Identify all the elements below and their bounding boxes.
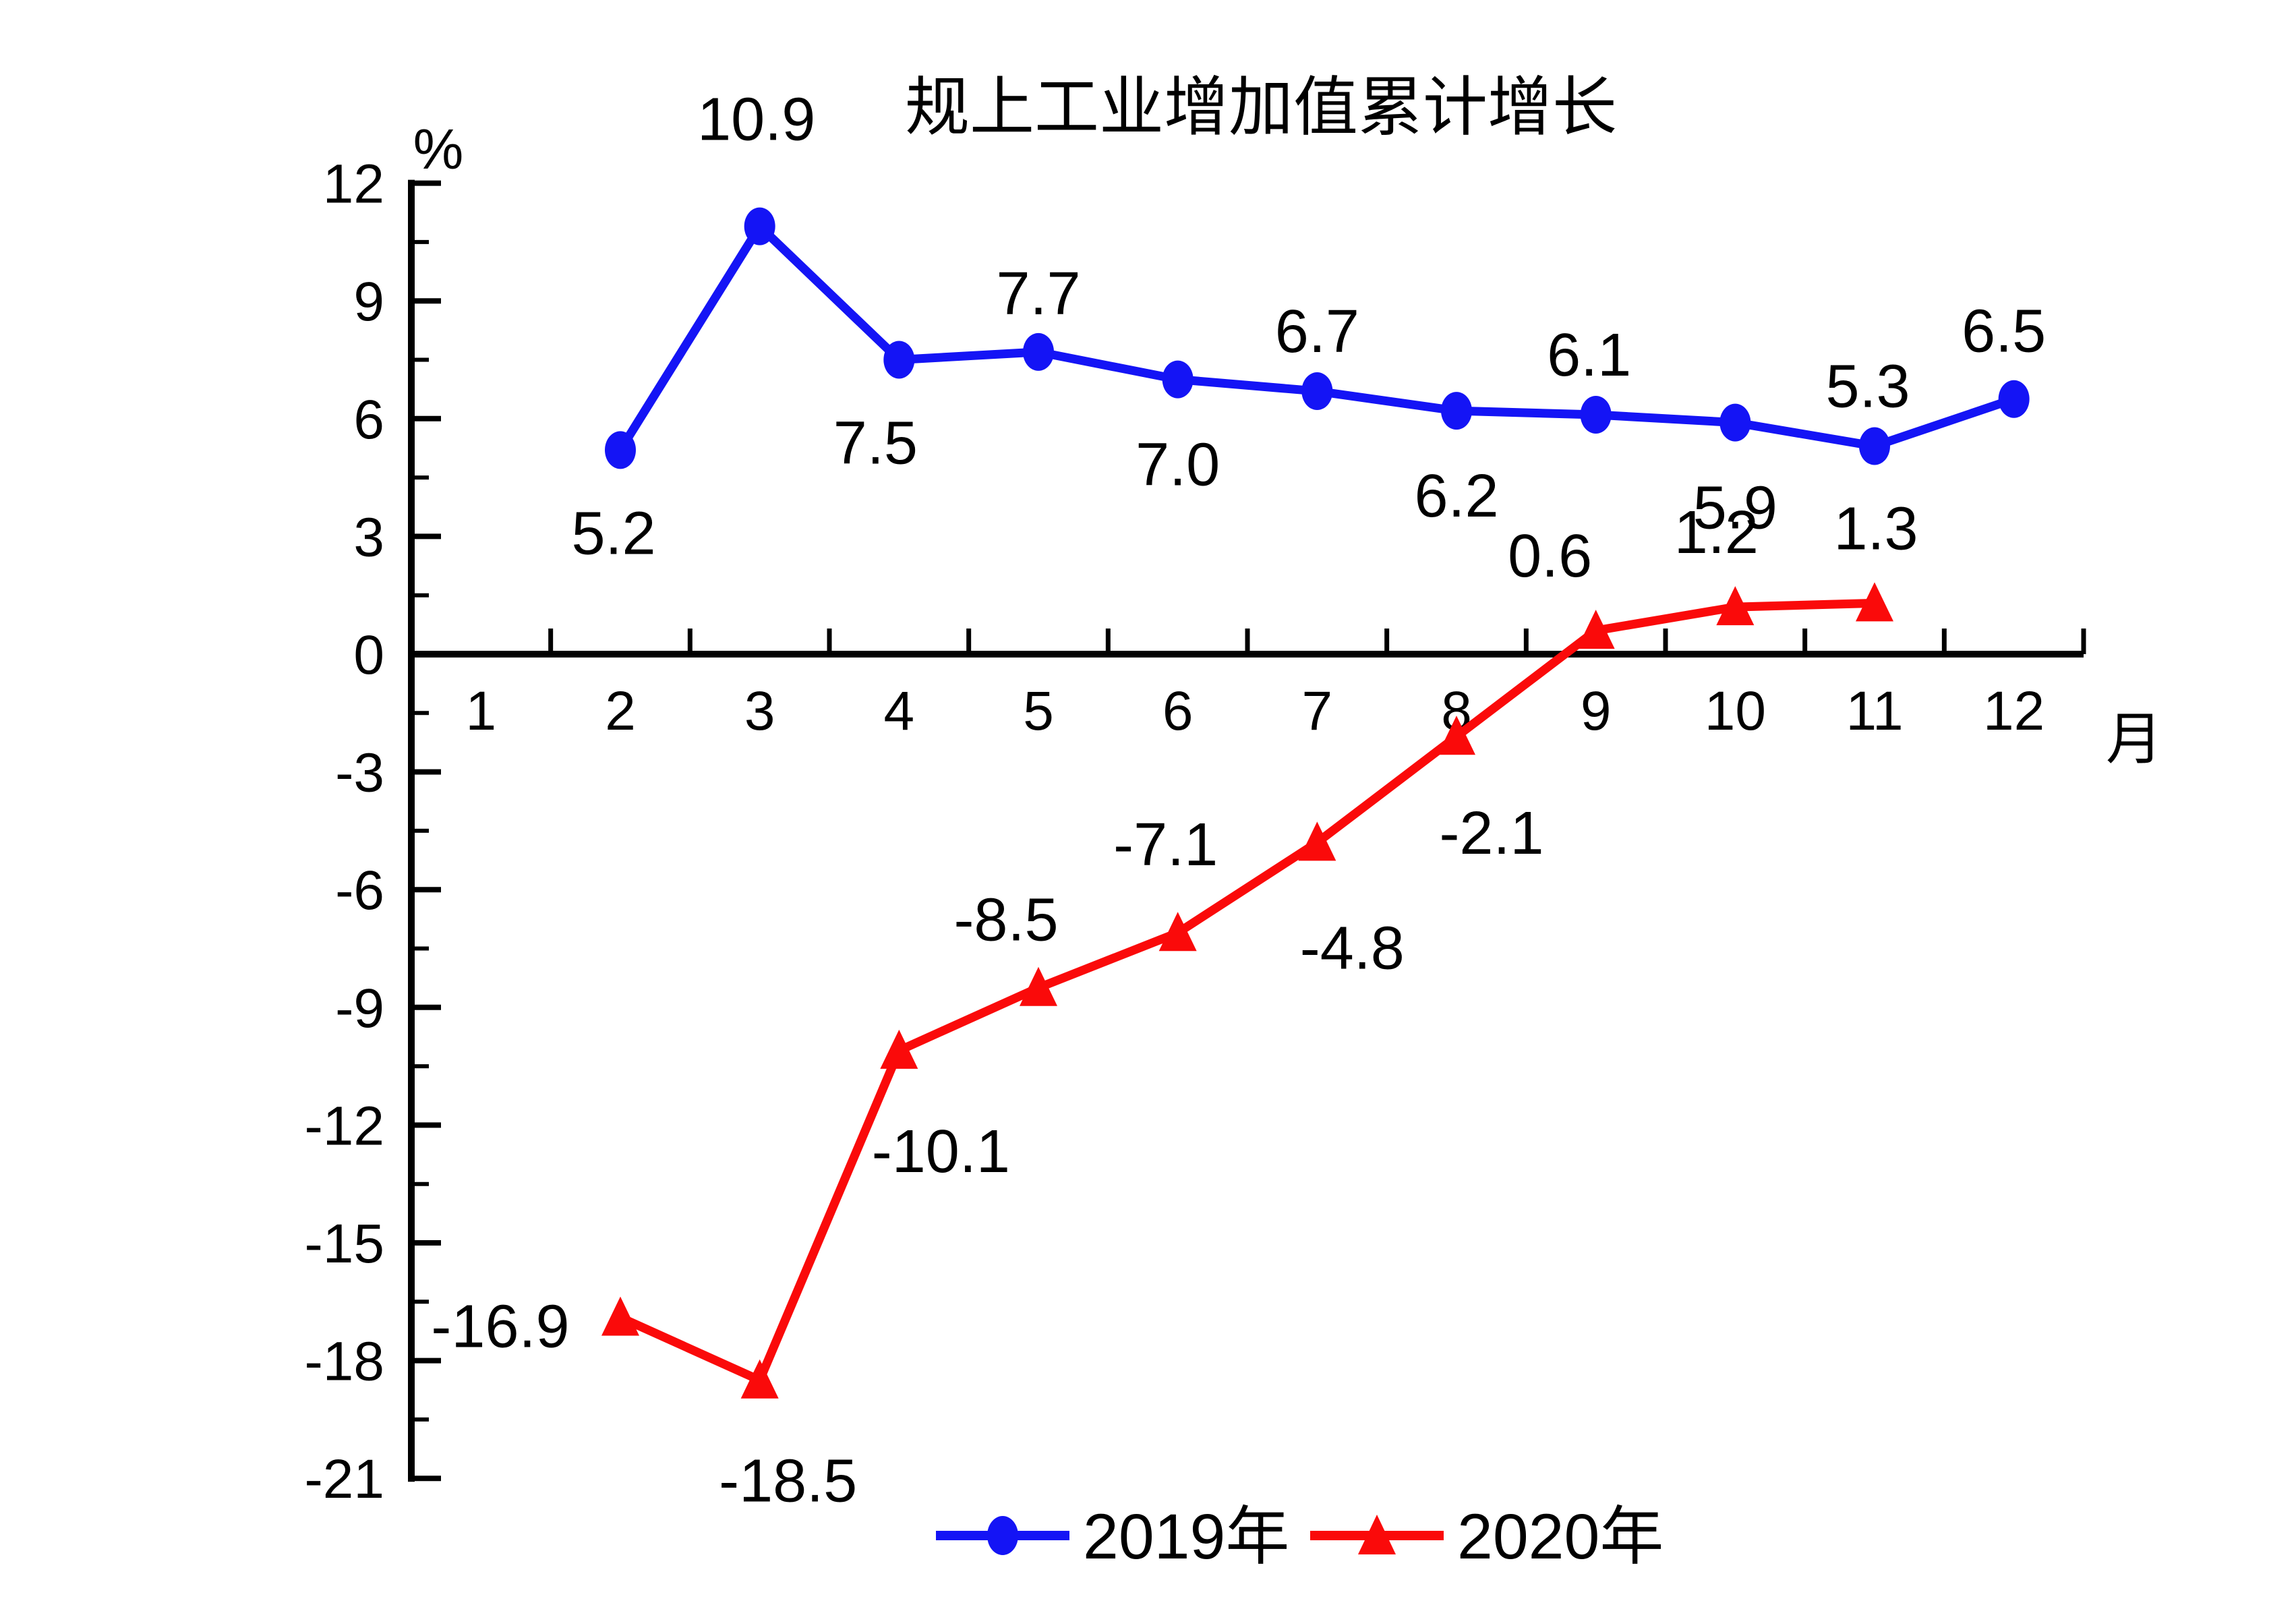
data-point-label: -18.5 bbox=[719, 1448, 857, 1515]
data-point-label: 6.5 bbox=[1962, 298, 2046, 366]
data-point-label: 7.5 bbox=[833, 410, 918, 477]
data-point-label: -10.1 bbox=[872, 1118, 1010, 1186]
data-point-label: -8.5 bbox=[953, 887, 1058, 954]
data-point-marker-circle bbox=[1023, 332, 1054, 371]
data-point-marker-triangle bbox=[1020, 966, 1057, 1006]
data-point-marker-circle bbox=[1998, 380, 2030, 418]
data-point-marker-circle bbox=[1719, 403, 1751, 442]
y-tick-label: -6 bbox=[335, 860, 384, 921]
series-line-2020年 bbox=[618, 598, 1875, 1387]
x-tick-label: 9 bbox=[1581, 680, 1612, 742]
legend-label-2019: 2019年 bbox=[1083, 1501, 1289, 1573]
x-tick-label: 4 bbox=[884, 680, 915, 742]
data-point-label: 1.2 bbox=[1674, 499, 1759, 566]
y-tick-label: -15 bbox=[304, 1213, 384, 1275]
data-point-label: -4.8 bbox=[1300, 914, 1405, 982]
data-point-label: -2.1 bbox=[1439, 800, 1543, 867]
x-tick-label: 6 bbox=[1162, 680, 1194, 742]
y-tick-label: 3 bbox=[353, 506, 384, 568]
y-tick-label: -12 bbox=[304, 1095, 384, 1157]
data-point-marker-triangle bbox=[1856, 582, 1893, 622]
y-tick-label: -18 bbox=[304, 1331, 384, 1393]
data-point-marker-triangle bbox=[880, 1029, 918, 1069]
data-point-label: 6.1 bbox=[1547, 322, 1631, 389]
data-point-marker-triangle bbox=[740, 1359, 779, 1399]
legend-circle-marker-icon bbox=[987, 1516, 1018, 1555]
data-point-label: 5.3 bbox=[1825, 353, 1910, 421]
x-axis-unit-label: 月 bbox=[2106, 707, 2162, 771]
y-tick-label: -9 bbox=[335, 978, 384, 1039]
data-point-marker-triangle bbox=[1438, 716, 1475, 755]
data-point-marker-circle bbox=[605, 431, 636, 469]
data-point-label: 6.7 bbox=[1275, 298, 1359, 366]
data-point-label: -7.1 bbox=[1113, 811, 1218, 879]
y-tick-label: -3 bbox=[335, 742, 384, 804]
data-point-marker-triangle bbox=[1577, 610, 1615, 649]
chart-title: 规上工业增加值累计增长 bbox=[905, 71, 1617, 144]
data-point-marker-circle bbox=[1162, 360, 1194, 399]
legend-item-2020: 2020年 bbox=[1310, 1501, 1664, 1573]
data-point-label: -16.9 bbox=[431, 1293, 569, 1361]
data-series bbox=[601, 207, 2030, 1399]
data-point-label: 5.9 bbox=[1693, 475, 1777, 542]
x-tick-label: 10 bbox=[1705, 680, 1766, 742]
data-point-marker-triangle bbox=[1298, 821, 1336, 861]
data-point-labels: 5.2 10.9 7.5 7.7 7.0 6.7 6.2 6.1 5.9 5.3 6.5 -16.9 -… bbox=[431, 86, 2046, 1515]
y-tick-label: 6 bbox=[353, 389, 384, 450]
data-point-label: 0.6 bbox=[1508, 523, 1592, 590]
data-point-marker-circle bbox=[1859, 427, 1890, 465]
legend: 2019年 2020年 bbox=[936, 1501, 1664, 1573]
data-point-marker-circle bbox=[883, 341, 915, 379]
data-point-label: 7.7 bbox=[996, 260, 1080, 328]
y-tick-label: 12 bbox=[323, 154, 384, 215]
legend-triangle-marker-icon bbox=[1358, 1515, 1396, 1554]
data-point-marker-circle bbox=[1441, 392, 1472, 430]
data-point-label: 6.2 bbox=[1414, 463, 1498, 530]
x-tick-label: 7 bbox=[1302, 680, 1333, 742]
data-point-marker-triangle bbox=[1716, 586, 1755, 626]
y-tick-label: -21 bbox=[304, 1449, 384, 1510]
data-point-label: 10.9 bbox=[697, 86, 815, 154]
x-tick-label: 12 bbox=[1983, 680, 2044, 742]
data-point-label: 1.3 bbox=[1833, 495, 1918, 562]
data-point-marker-circle bbox=[1580, 395, 1612, 434]
y-axis-unit-label: % bbox=[413, 117, 464, 181]
data-point-marker-circle bbox=[1301, 372, 1333, 411]
y-tick-label: 9 bbox=[353, 271, 384, 332]
y-tick-label: 0 bbox=[353, 624, 384, 686]
legend-label-2020: 2020年 bbox=[1457, 1501, 1664, 1573]
data-point-label: 5.2 bbox=[571, 500, 655, 567]
x-tick-label: 2 bbox=[605, 680, 636, 742]
data-point-marker-triangle bbox=[601, 1296, 639, 1336]
data-point-label: 7.0 bbox=[1136, 432, 1220, 499]
legend-item-2019: 2019年 bbox=[936, 1501, 1289, 1573]
data-point-marker-triangle bbox=[1158, 912, 1197, 952]
x-tick-label: 5 bbox=[1023, 680, 1054, 742]
data-point-marker-circle bbox=[744, 207, 775, 245]
x-tick-label: 3 bbox=[744, 680, 775, 742]
x-tick-label: 11 bbox=[1846, 680, 1903, 742]
x-tick-label: 1 bbox=[466, 680, 497, 742]
